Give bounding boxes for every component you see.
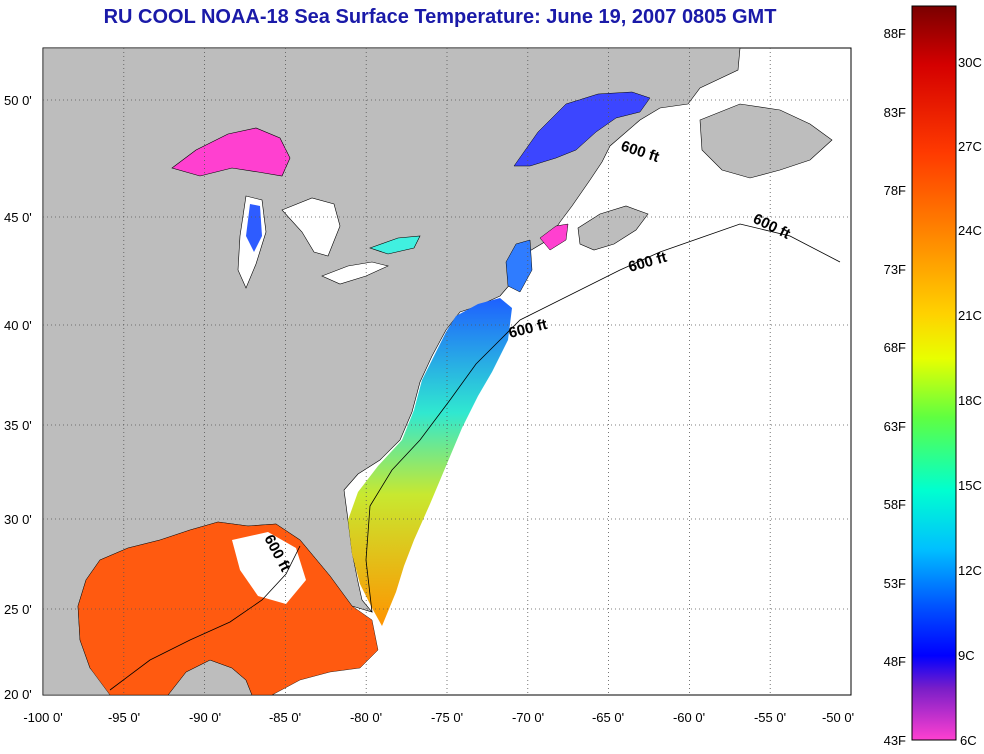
latitude-axis: 50 0' 45 0' 40 0' 35 0' 30 0' 25 0' 20 0… — [4, 93, 32, 702]
land-newfoundland — [699, 103, 833, 179]
depth-contour-gulf — [109, 545, 301, 691]
colorbar-f-label: 63F — [884, 419, 906, 434]
lon-tick-label: -95 0' — [108, 710, 140, 725]
colorbar-fahrenheit-labels: 88F 83F 78F 73F 68F 63F 58F 53F 48F 43F — [884, 26, 906, 748]
lat-tick-label: 30 0' — [4, 512, 32, 527]
lon-tick-label: -55 0' — [754, 710, 786, 725]
lake-superior — [171, 127, 291, 177]
lon-tick-label: -70 0' — [512, 710, 544, 725]
colorbar-f-label: 73F — [884, 262, 906, 277]
lake-ontario — [369, 235, 421, 255]
lake-erie — [321, 261, 389, 285]
atlantic-coastal-sst — [348, 298, 512, 626]
colorbar-c-label: 6C — [960, 733, 977, 748]
colorbar-c-label: 21C — [958, 308, 982, 323]
colorbar-c-label: 12C — [958, 563, 982, 578]
colorbar-c-label: 18C — [958, 393, 982, 408]
lat-tick-label: 20 0' — [4, 687, 32, 702]
colorbar-f-label: 48F — [884, 654, 906, 669]
colorbar-c-label: 27C — [958, 139, 982, 154]
lon-tick-label: -80 0' — [350, 710, 382, 725]
colorbar — [911, 5, 957, 741]
lat-tick-label: 35 0' — [4, 418, 32, 433]
graticule — [43, 48, 851, 695]
colorbar-f-label: 83F — [884, 105, 906, 120]
colorbar-c-label: 15C — [958, 478, 982, 493]
colorbar-f-label: 88F — [884, 26, 906, 41]
lake-huron — [281, 197, 341, 257]
lat-tick-label: 25 0' — [4, 602, 32, 617]
lat-tick-label: 40 0' — [4, 318, 32, 333]
lon-tick-label: -50 0' — [822, 710, 854, 725]
gulf-of-mexico-sst — [77, 521, 379, 696]
colorbar-c-label: 24C — [958, 223, 982, 238]
colorbar-f-label: 43F — [884, 733, 906, 748]
lon-tick-label: -75 0' — [431, 710, 463, 725]
lat-tick-label: 50 0' — [4, 93, 32, 108]
lon-tick-label: -65 0' — [592, 710, 624, 725]
colorbar-c-label: 9C — [958, 648, 975, 663]
colorbar-celsius-labels: 30C 27C 24C 21C 18C 15C 12C 9C 6C — [958, 55, 982, 748]
map-title: RU COOL NOAA-18 Sea Surface Temperature:… — [103, 6, 777, 28]
lon-tick-label: -60 0' — [673, 710, 705, 725]
colorbar-c-label: 30C — [958, 55, 982, 70]
st-lawrence-sst — [513, 91, 651, 167]
colorbar-f-label: 53F — [884, 576, 906, 591]
lake-michigan-sst — [246, 204, 262, 252]
lat-tick-label: 45 0' — [4, 210, 32, 225]
gulf-cloud-gap — [232, 532, 306, 604]
lon-tick-label: -100 0' — [23, 710, 62, 725]
colorbar-f-label: 68F — [884, 340, 906, 355]
lon-tick-label: -90 0' — [189, 710, 221, 725]
bay-fundy-sst — [539, 223, 569, 251]
colorbar-f-label: 58F — [884, 497, 906, 512]
gulf-maine-sst — [505, 239, 533, 293]
colorbar-f-label: 78F — [884, 183, 906, 198]
longitude-axis: -100 0' -95 0' -90 0' -85 0' -80 0' -75 … — [23, 710, 854, 725]
lon-tick-label: -85 0' — [269, 710, 301, 725]
depth-contour-atlantic — [365, 223, 841, 613]
